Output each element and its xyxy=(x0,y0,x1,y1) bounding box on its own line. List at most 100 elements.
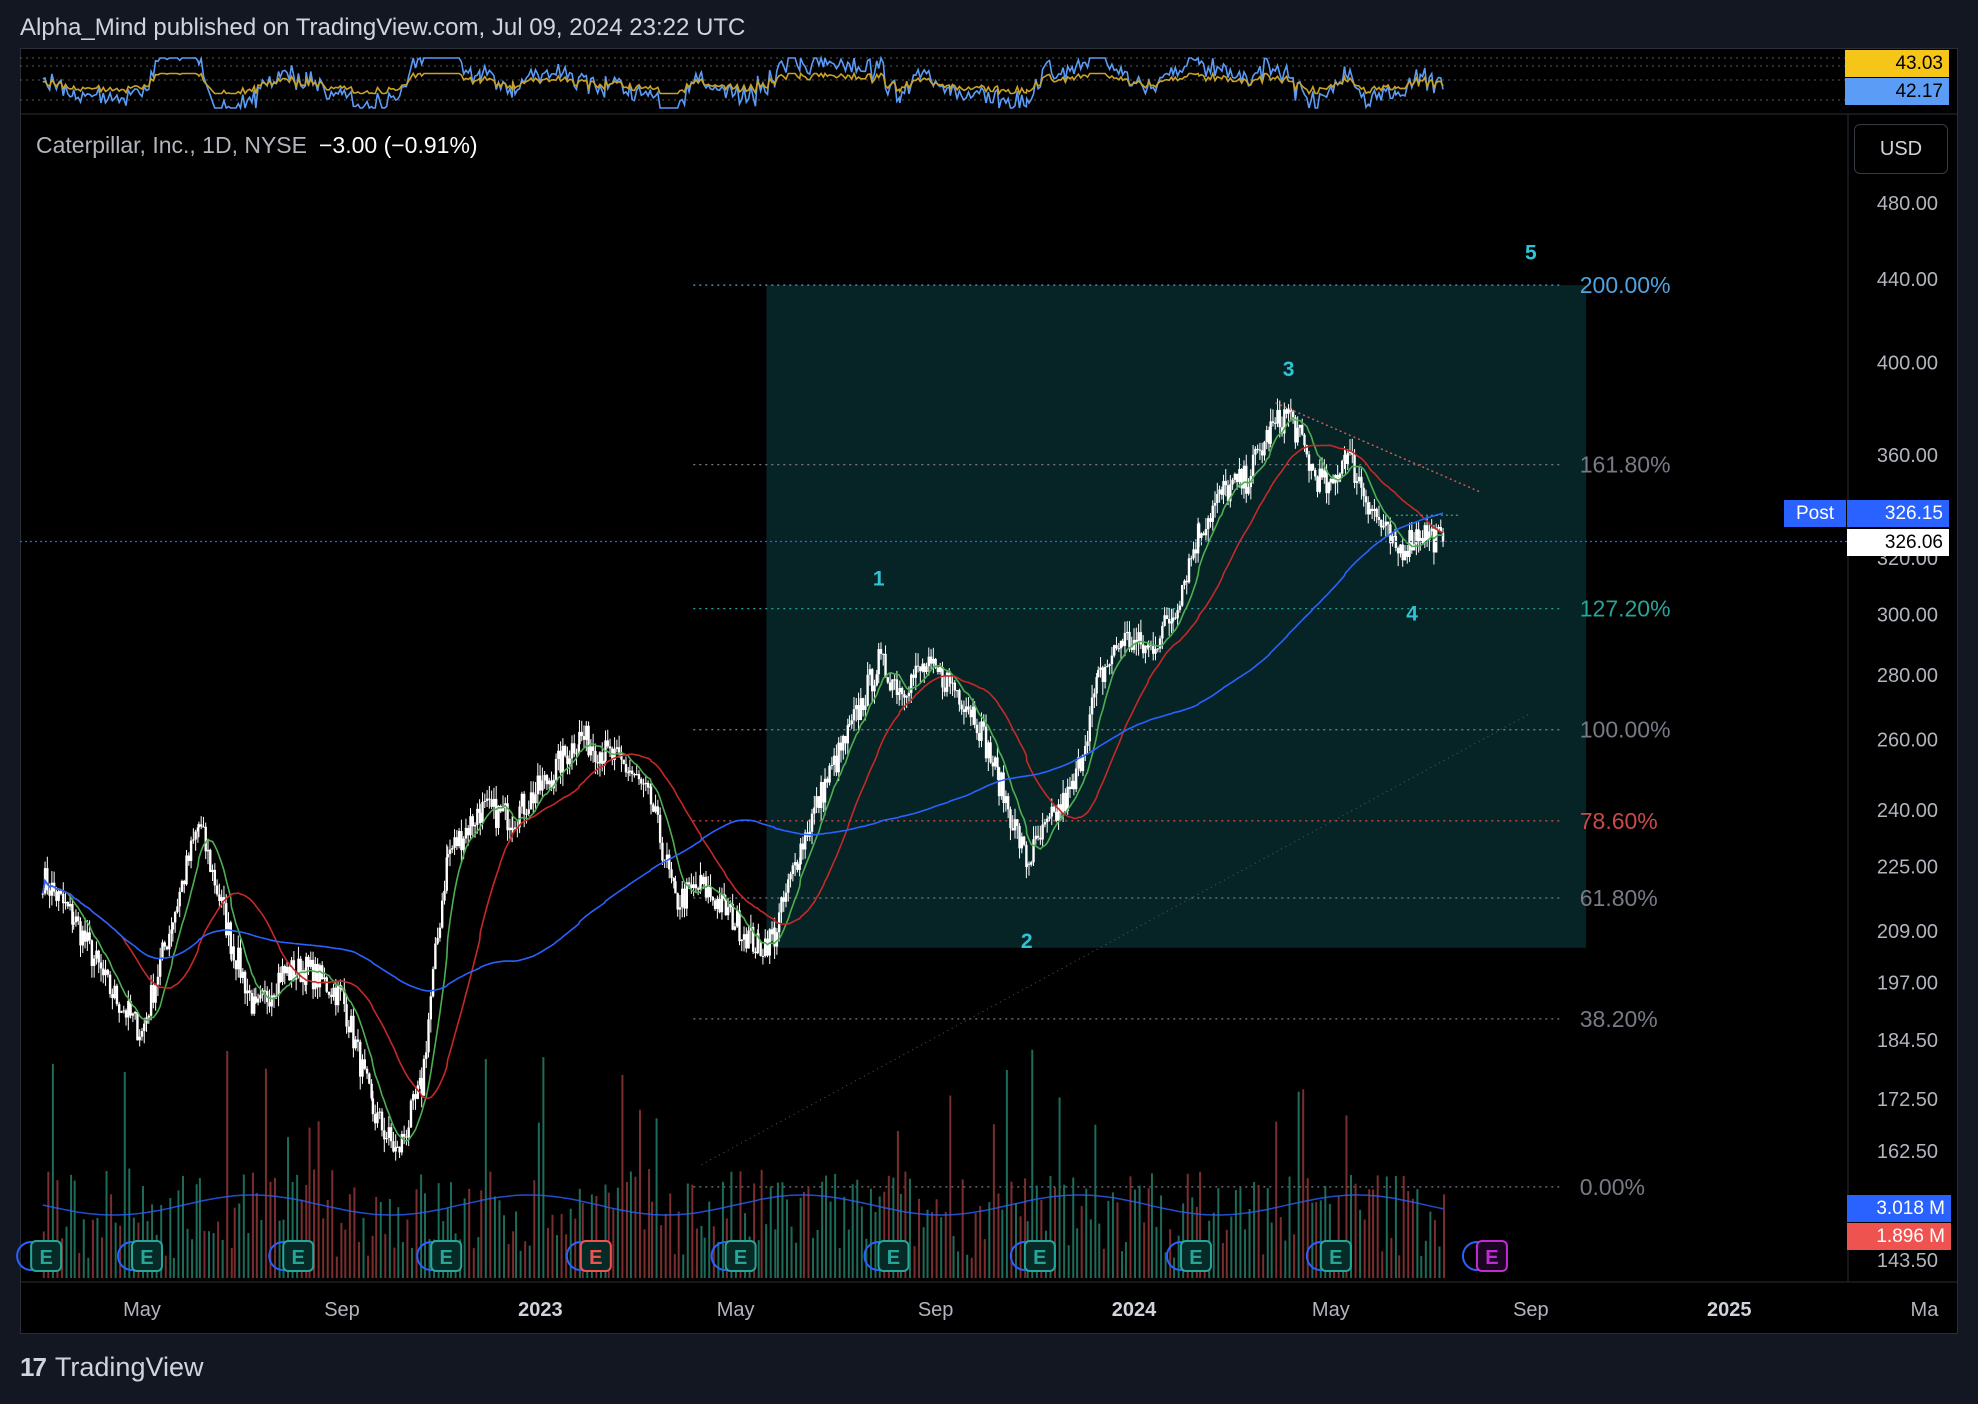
candle-body xyxy=(726,907,730,916)
volume-bar xyxy=(326,1199,329,1278)
candle-body xyxy=(448,849,452,855)
volume-bar xyxy=(1107,1200,1110,1278)
time-tick-label: May xyxy=(1312,1299,1350,1321)
candle-body xyxy=(670,869,673,879)
volume-bar xyxy=(160,1204,163,1278)
candle-body xyxy=(1346,452,1349,464)
volume-bar xyxy=(802,1191,805,1278)
candle-body xyxy=(642,783,645,785)
candle-body xyxy=(1231,479,1234,485)
candle-body xyxy=(637,773,641,780)
candle-body xyxy=(1437,527,1440,529)
candle-body xyxy=(1327,482,1331,494)
candle-body xyxy=(376,1112,379,1124)
volume-bar xyxy=(769,1186,772,1278)
rsi-value-a: 43.03 xyxy=(1845,50,1949,77)
candle-body xyxy=(810,813,814,832)
volume-bar xyxy=(1186,1173,1189,1278)
volume-bar xyxy=(838,1248,841,1278)
candle-body xyxy=(1218,489,1221,495)
volume-bar xyxy=(397,1207,400,1278)
candle-body xyxy=(508,827,512,831)
volume-bar xyxy=(1359,1209,1362,1278)
volume-bar xyxy=(322,1218,325,1278)
candle-body xyxy=(97,950,100,963)
volume-bar xyxy=(331,1170,334,1278)
candle-body xyxy=(690,884,693,889)
candle-body xyxy=(929,656,933,664)
volume-bar xyxy=(1297,1091,1300,1278)
volume-bar xyxy=(590,1194,593,1278)
fib-level-label: 100.00% xyxy=(1580,717,1671,743)
candle-body xyxy=(457,831,461,847)
candle-body xyxy=(529,792,533,810)
candle-body xyxy=(154,984,157,1003)
candle-body xyxy=(371,1098,375,1115)
currency-button[interactable]: USD xyxy=(1854,124,1948,174)
candle-body xyxy=(903,694,906,698)
candle-body xyxy=(1154,648,1157,654)
candle-body xyxy=(171,922,175,930)
candle-body xyxy=(1072,780,1076,790)
candle-body xyxy=(654,806,657,812)
volume-bar xyxy=(812,1237,815,1278)
candle-body xyxy=(1303,434,1306,446)
fib-level-label: 38.20% xyxy=(1580,1006,1658,1032)
candle-body xyxy=(1088,714,1092,742)
candle-body xyxy=(471,816,474,827)
candle-body xyxy=(742,934,746,940)
fibonacci-extension: 200.00% 161.80% 127.20% 100.00% 78.60% 61.80%… xyxy=(693,272,1671,1200)
volume-bar xyxy=(110,1194,113,1278)
volume-bar xyxy=(1035,1185,1038,1278)
volume-bar xyxy=(1067,1245,1070,1278)
volume-bar xyxy=(807,1186,810,1278)
earnings-marker-icon xyxy=(130,1240,163,1272)
volume-bar xyxy=(795,1242,798,1278)
volume-bar xyxy=(100,1237,103,1278)
candle-body xyxy=(934,658,937,668)
volume-bar xyxy=(537,1122,540,1278)
candle-body xyxy=(573,743,576,754)
candle-body xyxy=(59,890,63,894)
candle-body xyxy=(1170,621,1173,624)
candle-body xyxy=(900,688,904,695)
candle-body xyxy=(545,775,549,785)
candle-body xyxy=(1285,409,1288,414)
volume-bar xyxy=(892,1177,895,1278)
candle-body xyxy=(548,780,551,785)
candle-body xyxy=(1202,533,1205,536)
volume-bar xyxy=(1376,1175,1379,1278)
candle-body xyxy=(252,996,256,1014)
volume-bar xyxy=(1239,1187,1242,1278)
candle-body xyxy=(1396,547,1400,554)
volume-bar xyxy=(739,1171,742,1278)
symbol-name: Caterpillar, Inc., 1D, NYSE xyxy=(36,132,307,158)
candle-body xyxy=(799,843,802,865)
candle-body xyxy=(1074,768,1078,790)
candle-body xyxy=(791,865,795,874)
candle-body xyxy=(601,752,604,764)
volume-bar xyxy=(164,1255,167,1278)
volume-bar xyxy=(918,1198,921,1278)
candle-body xyxy=(984,726,988,759)
candle-body xyxy=(1380,519,1383,528)
volume-bar xyxy=(415,1189,418,1278)
candle-body xyxy=(817,796,821,809)
candle-body xyxy=(1103,666,1107,682)
candle-body xyxy=(692,884,695,889)
candle-body xyxy=(1185,580,1188,583)
candle-body xyxy=(161,942,164,959)
candle-body xyxy=(1370,508,1374,512)
volume-bar xyxy=(437,1183,440,1278)
volume-bar xyxy=(1138,1185,1141,1278)
candle-body xyxy=(290,960,293,981)
candle-body xyxy=(368,1073,371,1084)
candle-body xyxy=(283,966,286,974)
candle-body xyxy=(460,831,463,851)
candle-body xyxy=(1207,518,1210,530)
candle-body xyxy=(652,804,655,812)
candle-body xyxy=(241,971,245,978)
candle-body xyxy=(1002,772,1005,804)
candle-body xyxy=(1121,640,1124,646)
